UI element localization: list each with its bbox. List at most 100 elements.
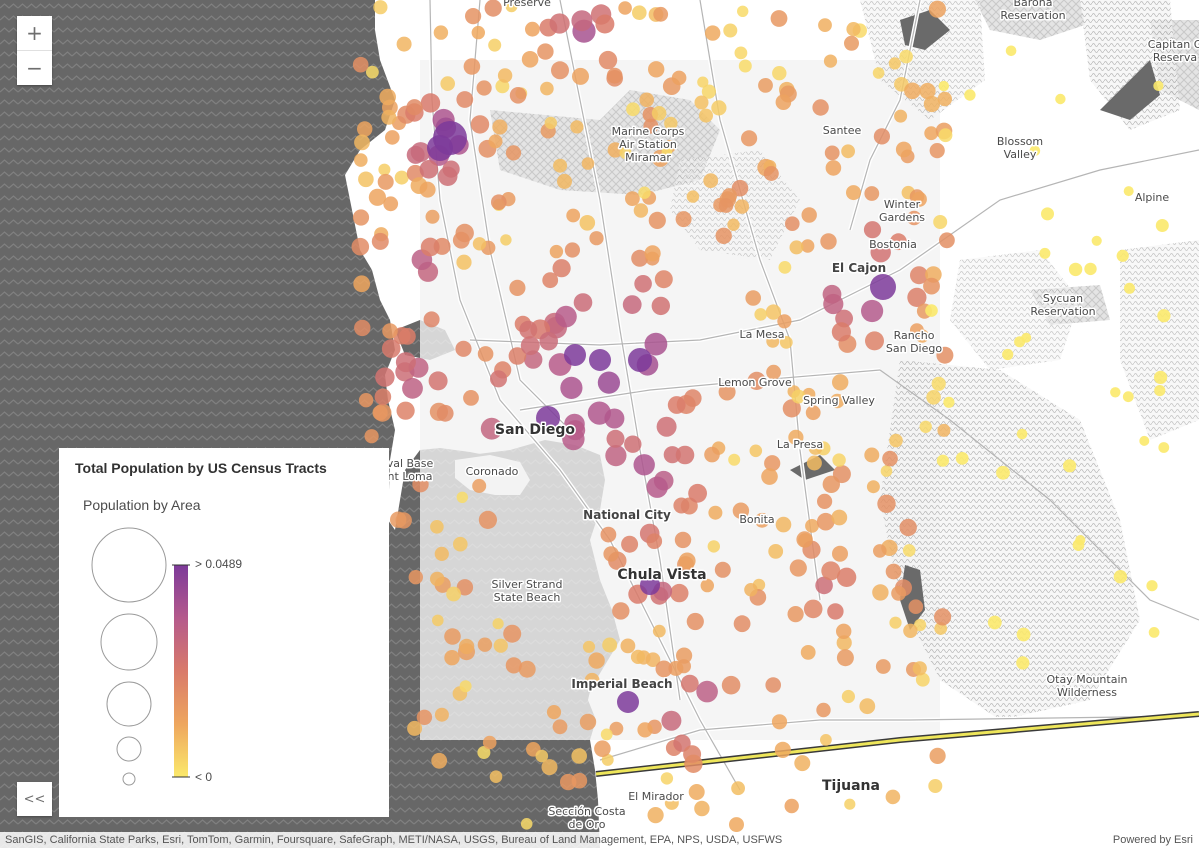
tract-point[interactable] — [628, 348, 652, 372]
tract-point[interactable] — [801, 207, 817, 223]
tract-point[interactable] — [761, 468, 778, 485]
tract-point[interactable] — [1139, 435, 1150, 446]
tract-point[interactable] — [432, 614, 444, 627]
tract-point[interactable] — [453, 536, 468, 552]
tract-point[interactable] — [423, 311, 440, 328]
tract-point[interactable] — [903, 623, 918, 638]
tract-point[interactable] — [667, 396, 686, 414]
tract-point[interactable] — [395, 352, 416, 373]
tract-point[interactable] — [646, 476, 668, 498]
tract-point[interactable] — [711, 100, 727, 116]
tract-point[interactable] — [621, 535, 639, 553]
tract-point[interactable] — [552, 259, 571, 278]
tract-point[interactable] — [661, 146, 673, 158]
tract-point[interactable] — [697, 76, 709, 88]
tract-point[interactable] — [491, 194, 507, 210]
tract-point[interactable] — [1124, 282, 1135, 294]
tract-point[interactable] — [564, 344, 586, 366]
tract-point[interactable] — [818, 18, 832, 32]
tract-point[interactable] — [774, 741, 791, 759]
tract-point[interactable] — [964, 89, 976, 101]
tract-point[interactable] — [546, 705, 562, 720]
tract-point[interactable] — [938, 80, 949, 92]
tract-point[interactable] — [873, 544, 887, 558]
tract-point[interactable] — [618, 1, 632, 15]
tract-point[interactable] — [801, 239, 815, 253]
tract-point[interactable] — [718, 198, 734, 213]
tract-point[interactable] — [912, 661, 927, 676]
tract-point[interactable] — [877, 494, 896, 513]
tract-point[interactable] — [1016, 428, 1028, 440]
tract-point[interactable] — [816, 512, 835, 531]
tract-point[interactable] — [686, 190, 700, 203]
tract-point[interactable] — [477, 746, 491, 759]
tract-point[interactable] — [385, 130, 400, 145]
tract-point[interactable] — [841, 689, 856, 704]
zoom-out-button[interactable]: − — [17, 50, 52, 85]
tract-point[interactable] — [934, 608, 952, 626]
tract-point[interactable] — [573, 293, 593, 312]
tract-point[interactable] — [866, 480, 880, 494]
tract-point[interactable] — [470, 115, 490, 134]
tract-point[interactable] — [700, 578, 714, 593]
tract-point[interactable] — [824, 145, 840, 161]
tract-point[interactable] — [654, 270, 673, 289]
tract-point[interactable] — [775, 94, 792, 110]
tract-point[interactable] — [381, 109, 397, 125]
tract-point[interactable] — [619, 146, 632, 159]
tract-point[interactable] — [675, 211, 692, 228]
tract-point[interactable] — [675, 445, 695, 465]
tract-point[interactable] — [634, 275, 652, 293]
tract-point[interactable] — [484, 0, 502, 17]
tract-point[interactable] — [779, 336, 793, 349]
tract-point[interactable] — [904, 82, 921, 100]
tract-point[interactable] — [1021, 332, 1032, 343]
tract-point[interactable] — [352, 56, 369, 73]
tract-point[interactable] — [694, 95, 709, 110]
tract-point[interactable] — [463, 390, 479, 406]
tract-point[interactable] — [354, 134, 370, 151]
tract-point[interactable] — [841, 144, 855, 159]
tract-point[interactable] — [582, 640, 596, 653]
tract-point[interactable] — [1091, 235, 1102, 246]
tract-point[interactable] — [863, 221, 882, 239]
tract-point[interactable] — [788, 429, 804, 445]
tract-point[interactable] — [408, 570, 423, 585]
tract-point[interactable] — [632, 5, 647, 20]
tract-point[interactable] — [789, 240, 804, 255]
tract-point[interactable] — [696, 680, 718, 703]
tract-point[interactable] — [836, 567, 857, 587]
tract-point[interactable] — [557, 173, 572, 189]
tract-point[interactable] — [923, 277, 940, 295]
tract-point[interactable] — [766, 364, 781, 380]
tract-point[interactable] — [374, 388, 392, 406]
tract-point[interactable] — [737, 5, 749, 17]
tract-point[interactable] — [354, 319, 371, 337]
tract-point[interactable] — [383, 196, 399, 212]
tract-point[interactable] — [694, 800, 710, 817]
tract-point[interactable] — [478, 510, 497, 529]
tract-point[interactable] — [899, 49, 913, 64]
tract-point[interactable] — [718, 383, 736, 401]
tract-point[interactable] — [800, 645, 816, 660]
zoom-in-button[interactable]: + — [26, 21, 43, 45]
tract-point[interactable] — [358, 393, 374, 408]
tract-point[interactable] — [430, 520, 444, 534]
tract-point[interactable] — [571, 10, 593, 32]
tract-point[interactable] — [1113, 570, 1128, 584]
tract-point[interactable] — [505, 145, 522, 161]
tract-point[interactable] — [733, 615, 751, 633]
tract-point[interactable] — [598, 50, 618, 70]
tract-point[interactable] — [919, 420, 932, 433]
tract-point[interactable] — [911, 191, 927, 207]
tract-point[interactable] — [731, 781, 745, 796]
tract-point[interactable] — [584, 672, 600, 688]
tract-point[interactable] — [648, 61, 665, 78]
tract-point[interactable] — [553, 158, 568, 173]
tract-point[interactable] — [622, 295, 642, 314]
tract-point[interactable] — [661, 710, 682, 731]
tract-point[interactable] — [444, 650, 460, 666]
tract-point[interactable] — [926, 390, 941, 405]
tract-point[interactable] — [456, 254, 472, 270]
tract-point[interactable] — [643, 118, 659, 134]
